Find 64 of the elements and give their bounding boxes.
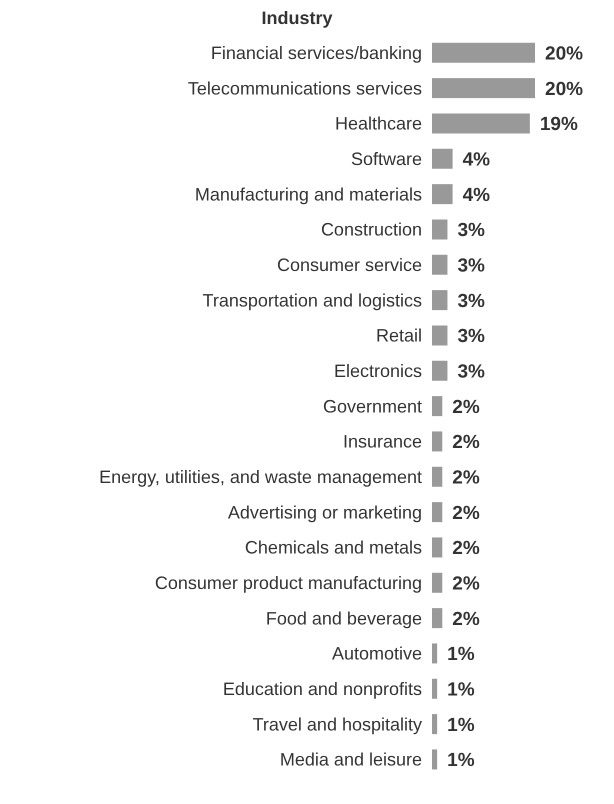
bar [432,396,442,416]
bar [432,537,442,558]
y-tick-label: Food and beverage [266,608,422,628]
data-label: 2% [452,468,480,489]
data-label: 4% [462,184,490,206]
y-tick-label: Chemicals and metals [244,538,422,558]
data-label: 2% [452,502,480,524]
bar [432,431,442,452]
bar [432,608,442,628]
y-tick-label: Automotive [332,644,422,664]
y-tick-label: Consumer product manufacturing [154,573,422,594]
data-label: 2% [452,432,480,454]
y-tick-label: Electronics [334,361,422,382]
chart-title: Industry [260,8,334,29]
data-label: 2% [452,608,480,630]
bar [432,714,438,734]
y-tick-label: Construction [320,220,422,240]
data-label: 3% [457,326,486,348]
bar [432,113,530,134]
data-label: 3% [457,290,486,312]
y-tick-label: Retail [376,326,422,346]
bar [432,678,438,699]
bar [432,466,442,487]
y-tick-label: Healthcare [334,114,422,134]
y-tick-label: Media and leisure [280,750,422,770]
bar [432,749,438,770]
y-tick-label: Software [350,149,422,170]
data-label: 1% [447,750,475,772]
y-tick-label: Consumer service [276,255,422,276]
y-tick-label: Travel and hospitality [252,714,422,734]
y-tick-label: Insurance [342,432,422,452]
bar [432,290,448,310]
y-tick-label: Financial services/banking [210,43,422,64]
data-label: 3% [457,362,486,383]
data-label: 19% [540,114,578,136]
bar [432,572,442,593]
data-label: 1% [447,644,475,666]
data-label: 2% [452,574,480,595]
data-label: 20% [545,78,584,100]
bar [432,78,535,98]
y-tick-label: Government [322,396,422,416]
bar [432,643,438,664]
bar [432,325,448,346]
y-tick-label: Energy, utilities, and waste management [99,467,422,488]
y-tick-label: Advertising or marketing [228,502,422,522]
data-label: 20% [545,44,584,65]
data-label: 2% [452,538,480,560]
data-label: 1% [447,680,475,701]
bar [432,184,453,204]
data-label: 3% [457,220,486,242]
bar [432,42,535,63]
data-label: 4% [462,150,490,171]
bar [432,254,448,275]
y-tick-label: Education and nonprofits [222,679,422,700]
bar [432,360,448,381]
bar [432,148,453,169]
y-tick-label: Manufacturing and materials [194,184,422,204]
bar [432,219,448,240]
y-tick-label: Transportation and logistics [202,290,422,310]
data-label: 3% [457,256,486,277]
data-label: 1% [447,714,475,736]
data-label: 2% [452,396,480,418]
bar [432,502,442,522]
y-tick-label: Telecommunications services [188,78,422,98]
